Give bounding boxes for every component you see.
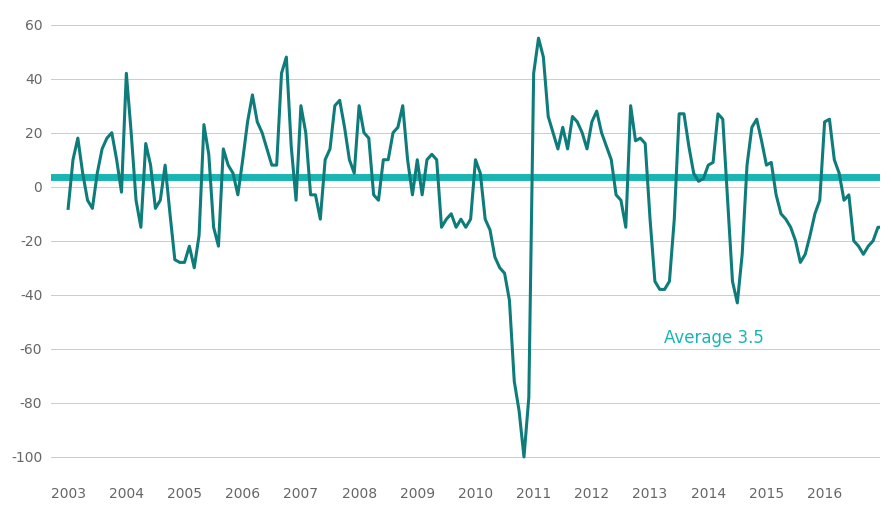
Text: Average 3.5: Average 3.5 [665,329,764,347]
